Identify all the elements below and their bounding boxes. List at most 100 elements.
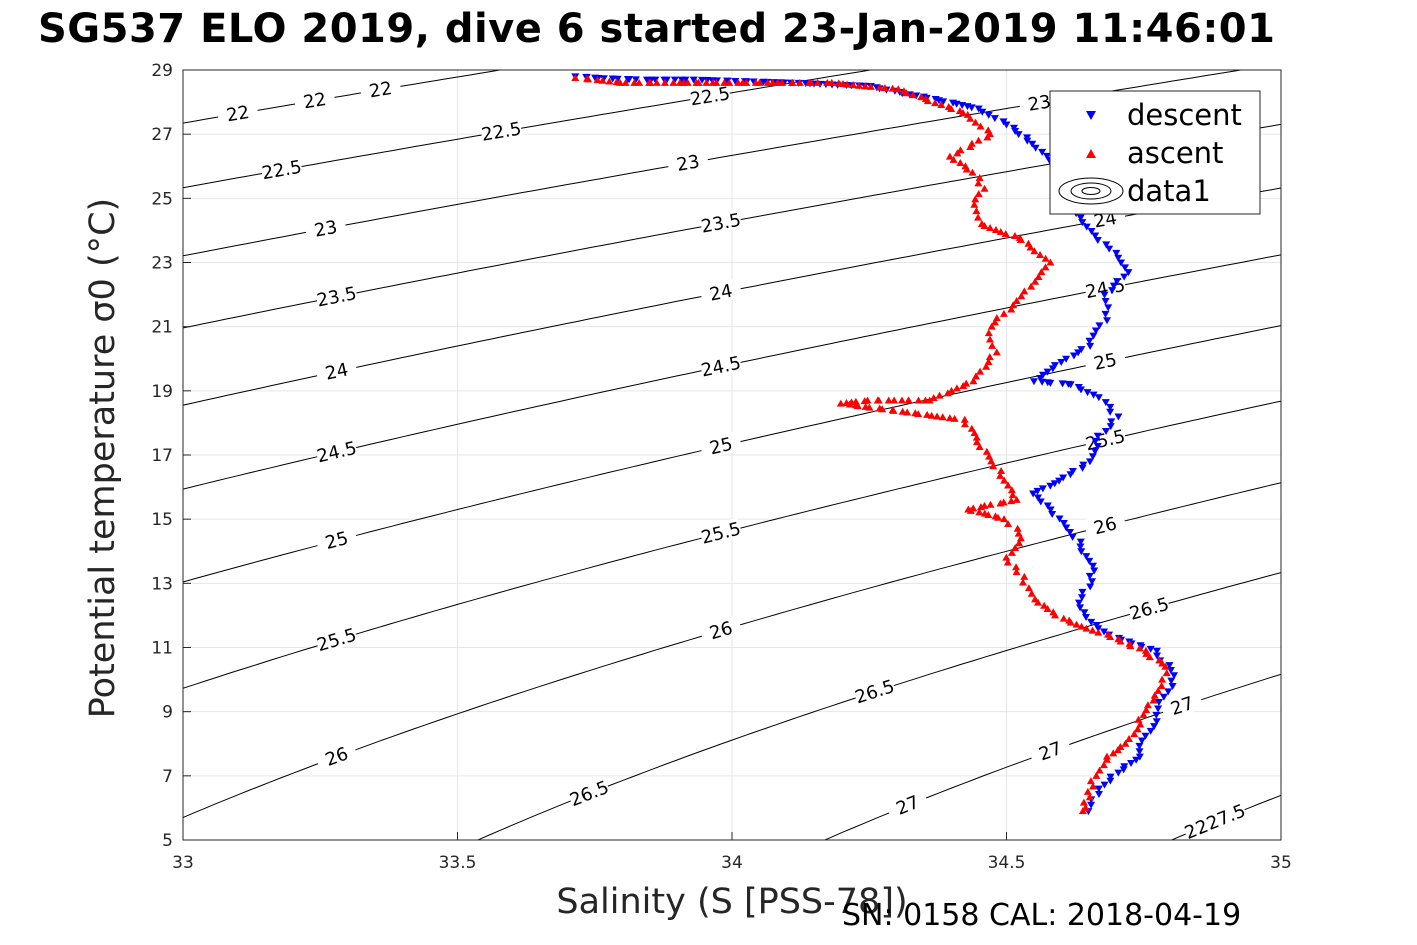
descent-point	[1100, 291, 1109, 299]
descent-point	[1112, 249, 1121, 257]
ascent-point	[943, 389, 952, 397]
ascent-point	[996, 471, 1005, 479]
descent-point	[984, 111, 993, 119]
descent-point	[1046, 482, 1055, 490]
ascent-point	[1018, 578, 1027, 586]
descent-point	[1117, 259, 1126, 267]
ascent-point	[1041, 254, 1050, 262]
contour-label-bg	[699, 277, 743, 306]
descent-point	[939, 98, 948, 106]
contour-label: 24	[708, 281, 735, 306]
ascent-point	[937, 101, 946, 109]
x-tick-label: 33	[172, 853, 194, 873]
descent-point	[1102, 241, 1111, 249]
ascent-point	[1158, 659, 1167, 667]
y-axis-label: Potential temperature σ0 (°C)	[83, 198, 123, 718]
ascent-point	[888, 84, 897, 92]
ascent-point	[983, 133, 992, 141]
descent-point	[1059, 474, 1068, 482]
legend: descent ascent data1	[1049, 90, 1261, 215]
descent-point	[1106, 403, 1115, 411]
ascent-point	[1020, 287, 1029, 295]
ascent-point	[1158, 675, 1167, 683]
ascent-point	[999, 309, 1008, 317]
descent-point	[670, 76, 679, 84]
ascent-point	[866, 82, 875, 90]
legend-ascent-marker	[1086, 149, 1096, 158]
contour-label-bg	[314, 524, 359, 555]
ascent-point	[621, 78, 630, 86]
descent-point	[1121, 264, 1130, 272]
ascent-point	[1010, 232, 1019, 240]
descent-point	[1028, 140, 1037, 148]
ascent-point	[878, 405, 887, 413]
ascent-point	[984, 329, 993, 337]
descent-point	[1076, 538, 1085, 546]
y-tick-label: 27	[151, 125, 173, 145]
ascent-point	[1142, 706, 1151, 714]
ascent-point	[861, 82, 870, 90]
ascent-point	[989, 462, 998, 470]
ascent-point	[935, 391, 944, 399]
contour-label-bg	[314, 436, 359, 466]
ascent-point	[976, 122, 985, 130]
ascent-point	[1036, 251, 1045, 259]
contour-label-bg	[885, 787, 930, 822]
descent-point	[1101, 427, 1110, 435]
ascent-point	[1077, 622, 1086, 630]
ascent-point	[1082, 624, 1091, 632]
ascent-point	[652, 78, 661, 86]
ascent-point	[996, 228, 1005, 236]
descent-point	[1055, 515, 1064, 523]
ascent-point	[1149, 696, 1158, 704]
ascent-point	[921, 396, 930, 404]
descent-point	[1152, 647, 1161, 655]
descent-point	[1119, 766, 1128, 774]
descent-point	[1109, 282, 1118, 290]
descent-point	[1103, 317, 1112, 325]
ascent-point	[1157, 682, 1166, 689]
contour-label: 24	[323, 359, 350, 384]
ascent-point	[635, 78, 644, 86]
descent-point	[1014, 131, 1023, 139]
descent-point	[651, 76, 660, 84]
ascent-point	[903, 408, 912, 416]
ascent-point	[950, 414, 959, 422]
ascent-point	[1162, 669, 1171, 677]
contour-label-bg	[698, 517, 743, 547]
ascent-point	[974, 213, 983, 221]
y-tick-label: 13	[151, 574, 173, 594]
ascent-point	[1020, 572, 1029, 580]
descent-point	[1043, 502, 1052, 510]
ascent-point	[960, 415, 969, 423]
y-tick-label: 19	[151, 382, 173, 402]
ascent-point	[1000, 515, 1009, 523]
descent-point	[1087, 228, 1096, 236]
contour-label-bg	[699, 208, 743, 236]
ascent-point	[1030, 247, 1039, 255]
descent-point	[1154, 699, 1163, 707]
descent-point	[1167, 677, 1176, 685]
ascent-point	[897, 396, 906, 404]
contour-label-bg	[314, 282, 359, 310]
ascent-point	[902, 89, 911, 97]
descent-point	[1036, 375, 1045, 382]
descent-point	[1083, 389, 1092, 397]
descent-point	[1153, 652, 1162, 660]
contour-label: 25	[708, 434, 735, 460]
descent-point	[1074, 599, 1083, 607]
x-tick-label: 33.5	[439, 853, 477, 873]
ascent-point	[1007, 305, 1016, 313]
ascent-point	[927, 411, 936, 419]
ascent-point	[966, 114, 975, 122]
contour-label-bg	[1083, 510, 1127, 540]
contour-label-bg	[479, 117, 523, 144]
ascent-point	[982, 362, 991, 370]
descent-point	[1043, 368, 1052, 376]
contour-label: 22	[225, 102, 251, 127]
y-tick-label: 25	[151, 189, 173, 209]
ascent-point	[646, 78, 655, 86]
ascent-point	[1161, 662, 1170, 670]
descent-point	[1002, 121, 1011, 129]
descent-point	[1076, 604, 1085, 612]
